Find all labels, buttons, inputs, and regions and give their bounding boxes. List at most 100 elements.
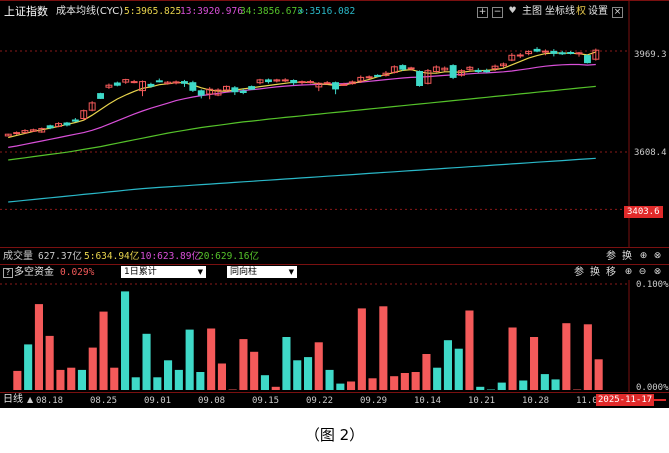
zoom-in-icon[interactable]: + [477,7,488,18]
price-chart[interactable] [0,0,669,248]
candle-body [223,85,230,91]
price-axis-middle-label: 3608.4 [634,148,667,158]
candle-body [147,83,155,87]
volume-ma5: 5:634.94亿 [84,251,140,262]
candle-body [508,54,516,61]
indicator-bar [530,337,539,390]
date-tick-label: 10.28 [522,396,550,406]
candle-body [558,52,566,55]
volume-param-button[interactable]: 参 [606,251,616,262]
candle-body [256,79,264,84]
date-tick-label: 08.25 [90,396,118,406]
volume-ma20: 20:629.16亿 [198,251,259,262]
indicator-bar [540,374,549,390]
ma5-value: 5:3965.825 [124,6,182,17]
indicator-bar [583,324,592,390]
indicator-bar [239,339,248,390]
candle-body [315,82,323,88]
candle-body [584,55,591,64]
zoom-out-icon[interactable]: − [492,7,503,18]
candle-body [281,79,289,82]
indicator-bottom-scale: 0.000% [636,383,669,393]
date-tick-label: 10.14 [414,396,442,406]
indicator-bar [24,344,33,390]
candle-body [71,119,79,122]
indicator-bar [174,369,183,390]
candle-body [105,84,113,88]
indicator-bar [207,328,216,390]
indicator-swap-button[interactable]: 换 [590,267,600,278]
indicator-bar [390,376,399,390]
indicator-bar-chart[interactable] [0,280,669,392]
candle-body [357,76,365,82]
rights-button[interactable]: 权 [576,6,586,17]
date-tick-label: 08.18 [36,396,64,406]
candle-body [407,67,415,70]
indicator-bar [228,389,237,390]
candle-body [550,50,558,54]
candle-body [424,70,432,84]
indicator-panel-value: 0.029% [60,267,95,278]
indicator-close-icon[interactable]: ⊗ [653,267,662,277]
indicator-top-scale: 0.100% [636,280,669,290]
candle-body [273,79,281,82]
candle-body [13,132,21,135]
indicator-bar [411,372,420,390]
candle-body [516,54,524,57]
indicator-zoom-out-icon[interactable]: ⊖ [638,267,647,277]
candle-body [525,51,533,55]
indicator-bar [99,311,108,390]
indicator-bar [34,304,43,390]
candle-body [307,81,314,84]
ma-inf-line [8,157,596,203]
indicator-bar [164,360,173,390]
candle-body [374,74,382,77]
indicator-bar [153,377,162,390]
candle-body [340,83,348,86]
chevron-down-icon: ▼ [288,268,294,276]
candle-body [290,80,298,84]
volume-total: 627.37亿 [38,251,82,262]
volume-swap-button[interactable]: 换 [622,251,632,262]
help-icon[interactable]: ? [3,268,13,278]
candle-body [575,52,583,55]
current-date-line-marker [654,399,666,401]
candle-body [458,70,466,76]
candle-body [46,125,54,129]
indicator-bar [88,347,97,390]
mode-select[interactable]: 同向柱 ▼ [227,266,297,278]
indicator-bar [379,306,388,390]
close-icon[interactable]: × [612,7,623,18]
candle-body [592,49,600,60]
candle-body [466,66,474,70]
date-axis [0,392,669,408]
main-chart-button[interactable]: 主图 [522,6,542,17]
volume-close-icon[interactable]: ⊗ [653,251,662,261]
indicator-bar [260,375,269,390]
candle-body [181,81,188,84]
indicator-bar [142,333,151,390]
indicator-name[interactable]: 成本均线(CYC) [56,6,124,17]
ma13-line [8,63,596,148]
price-axis-upper-label: 3969.3 [634,50,667,60]
coordinate-line-button[interactable]: 坐标线 [545,6,575,17]
period-select[interactable]: 1日累计 ▼ [121,266,206,278]
indicator-zoom-in-icon[interactable]: ⊕ [624,267,633,277]
settings-button[interactable]: 设置 [588,6,608,17]
candle-body [21,130,29,134]
date-tick-label: 09.15 [252,396,280,406]
candle-body [416,71,424,86]
mode-select-value: 同向柱 [230,267,258,277]
indicator-param-button[interactable]: 参 [574,267,584,278]
indicator-bar [594,359,603,390]
candle-body [332,82,340,90]
favorite-heart-icon[interactable]: ♥ [508,6,517,16]
candle-body [239,90,247,93]
candle-body [483,70,491,73]
candle-body [248,86,256,90]
volume-zoom-in-icon[interactable]: ⊕ [639,251,648,261]
period-label[interactable]: 日线 [3,394,23,405]
indicator-move-button[interactable]: 移 [606,267,616,278]
period-up-arrow-icon[interactable]: ▲ [27,395,34,404]
candle-body [29,129,37,132]
